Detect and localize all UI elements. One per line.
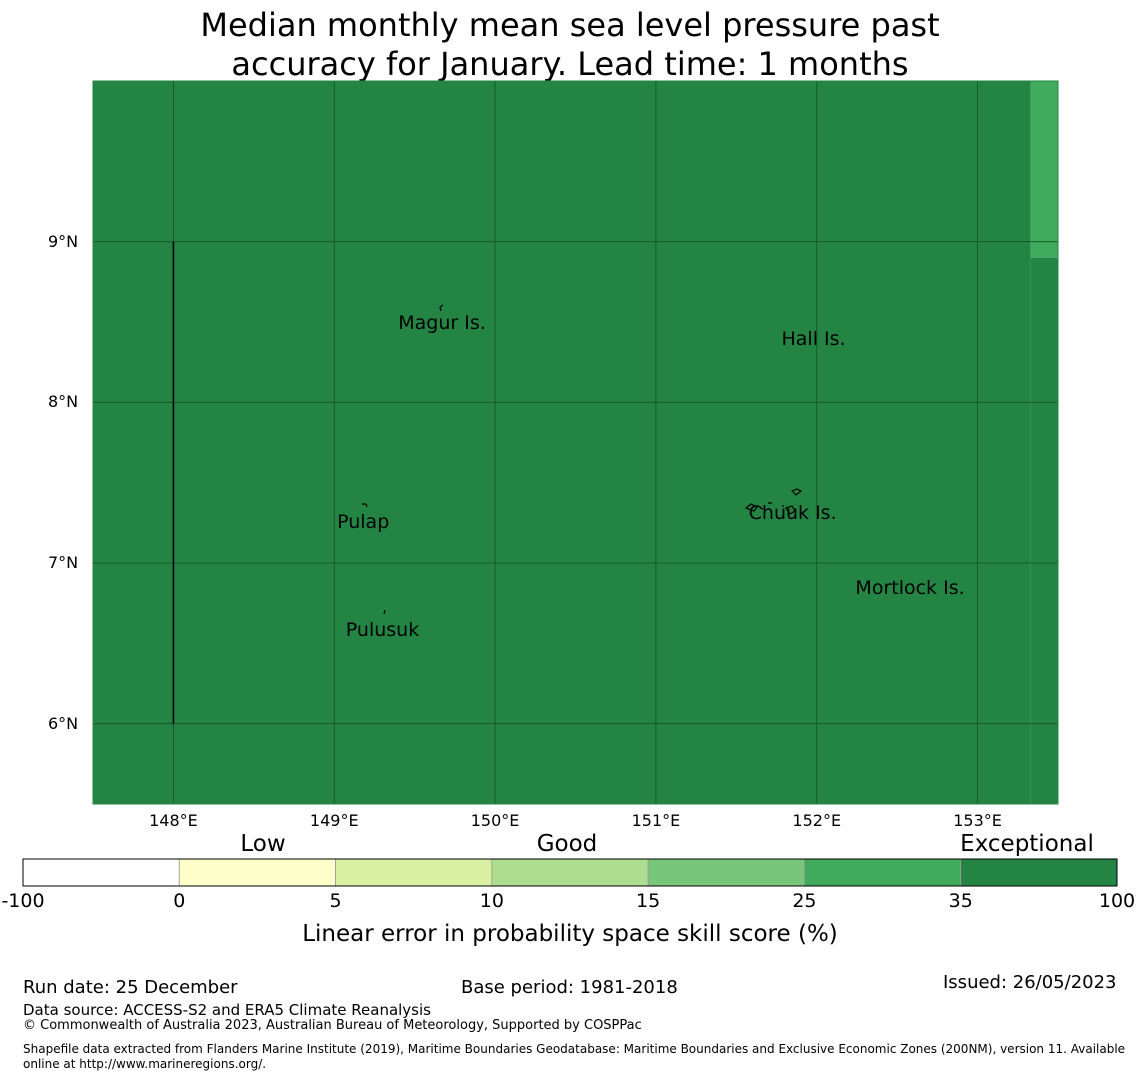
chart-title: Median monthly mean sea level pressure p… [0, 6, 1140, 84]
copyright: © Commonwealth of Australia 2023, Austra… [23, 1018, 642, 1033]
base-period: Base period: 1981-2018 [461, 977, 678, 998]
colorbar [22, 858, 1118, 887]
place-label-3: Chuuk Is. [748, 501, 837, 524]
place-label-0: Magur Is. [398, 311, 486, 334]
lat-label-0: 9°N [48, 231, 79, 251]
issued-date: Issued: 26/05/2023 [943, 972, 1117, 993]
colorbar-segment-0 [22, 858, 180, 887]
lat-label-3: 6°N [48, 713, 79, 733]
colorbar-category-low: Low [240, 831, 286, 857]
map-area [92, 80, 1059, 805]
island-outline-1 [362, 503, 368, 508]
island-outline-2 [383, 609, 386, 615]
map-frame [92, 80, 1059, 805]
colorbar-tick-5: 25 [792, 890, 817, 912]
lon-label-1: 149°E [309, 811, 359, 830]
island-outline-3 [744, 503, 758, 512]
place-label-2: Pulap [337, 511, 390, 534]
lat-label-1: 8°N [48, 392, 79, 412]
lon-label-0: 148°E [149, 811, 198, 830]
title-line-2: accuracy for January. Lead time: 1 month… [231, 45, 909, 83]
colorbar-segment-3 [491, 858, 649, 887]
island-outline-8 [790, 488, 803, 496]
colorbar-segment-2 [335, 858, 493, 887]
place-label-4: Mortlock Is. [855, 577, 965, 600]
lon-label-2: 150°E [470, 811, 520, 830]
skill-cell-1 [1030, 81, 1058, 258]
lon-label-5: 153°E [953, 811, 1002, 830]
colorbar-frame [22, 858, 1118, 887]
colorbar-tick-7: 100 [1098, 890, 1136, 912]
colorbar-tick-4: 15 [636, 890, 661, 912]
island-outline-0 [439, 304, 444, 312]
colorbar-segment-1 [178, 858, 336, 887]
shapefile-credit-line-2: online at http://www.marineregions.org/. [23, 1057, 267, 1071]
shapefile-credit-line-1: Shapefile data extracted from Flanders M… [23, 1042, 1126, 1056]
colorbar-tick-6: 35 [948, 890, 973, 912]
lon-label-3: 151°E [631, 811, 681, 830]
island-outline-7 [785, 505, 796, 515]
skill-cell-0 [93, 81, 1031, 804]
colorbar-tick-2: 5 [329, 890, 342, 912]
title-line-1: Median monthly mean sea level pressure p… [200, 6, 940, 44]
colorbar-category-exceptional: Exceptional [960, 831, 1094, 857]
colorbar-segment-6 [960, 858, 1118, 887]
colorbar-category-good: Good [536, 831, 598, 857]
colorbar-tick-0: -100 [1, 890, 45, 912]
lon-label-4: 152°E [792, 811, 842, 830]
lat-label-2: 7°N [48, 553, 79, 572]
colorbar-segment-4 [647, 858, 805, 887]
place-label-1: Hall Is. [781, 328, 846, 350]
skill-cell-2 [1030, 257, 1058, 804]
run-date: Run date: 25 December [23, 977, 238, 998]
colorbar-label: Linear error in probability space skill … [302, 921, 838, 947]
place-label-5: Pulusuk [345, 618, 420, 641]
colorbar-tick-1: 0 [173, 890, 186, 912]
colorbar-tick-3: 10 [479, 890, 504, 912]
colorbar-segment-5 [804, 858, 962, 887]
island-outline-4 [759, 507, 764, 510]
data-source: Data source: ACCESS-S2 and ERA5 Climate … [23, 1001, 431, 1019]
